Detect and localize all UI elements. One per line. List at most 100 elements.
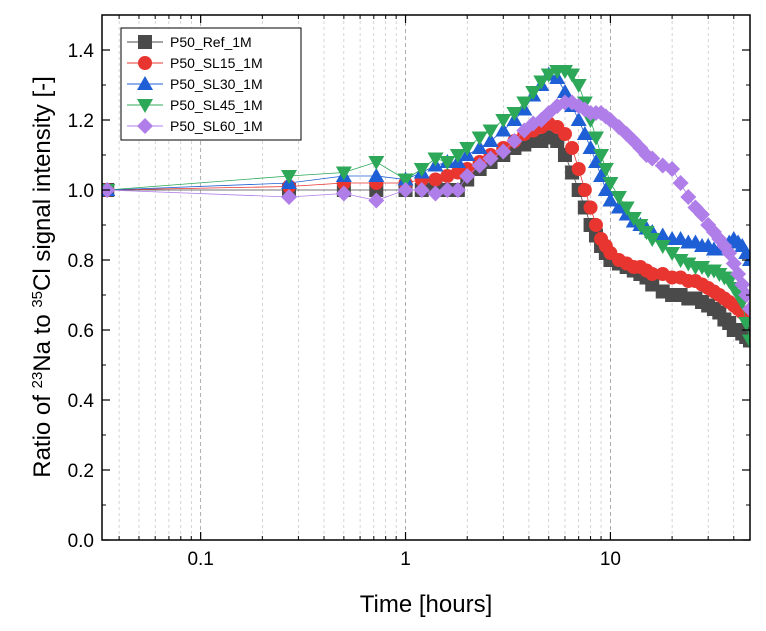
data-point [593,149,610,163]
data-point [597,182,614,196]
data-point [645,267,660,281]
data-point [672,175,689,191]
y-tick-label: 0.6 [68,321,94,342]
x-tick-label: 10 [600,549,621,570]
y-tick-label: 1.2 [68,111,94,132]
data-point [482,133,499,147]
y-tick-label: 0.4 [68,391,95,412]
y-axis-title-sup-2: 35 [29,291,46,308]
data-point [587,131,604,146]
data-point [664,161,681,177]
data-point [439,156,456,170]
data-point [459,142,476,156]
y-axis-title-part-1: Ratio of [29,388,56,477]
data-point [570,112,587,126]
series-P50_SL15_1M [102,116,750,323]
data-point [576,126,593,140]
data-point [397,173,414,188]
data-point [439,182,456,198]
data-point [335,185,352,202]
data-point [564,68,581,83]
data-point [525,86,542,100]
x-tick-label: 1 [400,549,411,570]
series-P50_SL60_1M [102,94,750,317]
data-point [654,227,671,242]
x-axis-title: Time [hours] [360,591,492,618]
y-tick-label: 0.2 [68,461,94,482]
data-point [565,141,580,155]
data-point [506,107,523,121]
data-point [495,122,512,137]
data-point [506,133,523,149]
data-point [654,240,671,254]
data-point [495,143,512,160]
data-point [602,177,619,191]
data-point [742,334,750,349]
x-tick-label: 0.1 [187,549,213,570]
data-point [610,191,627,205]
data-point [738,317,750,331]
data-point [694,206,711,223]
data-point [610,199,627,214]
data-point [482,150,499,167]
data-point [449,182,466,198]
axes: 0.1 1 10 0.0 0.2 0.4 0.6 0.8 1.0 1.2 1.4 [68,14,750,570]
y-tick-label: 1.0 [68,181,94,202]
data-point [602,192,619,207]
data-point [571,162,586,176]
data-point [459,168,476,184]
data-point [495,114,512,128]
data-point [471,140,488,154]
legend-label: P50_SL30_1M [170,76,263,92]
data-point [577,183,592,197]
data-point [397,182,414,198]
data-point [644,233,661,247]
legend-marker [137,99,153,113]
data-point [556,84,573,98]
data-point [644,150,661,167]
data-point [413,182,430,198]
legend-label: P50_SL45_1M [170,97,263,113]
data-point [335,166,352,181]
series-layer [102,65,750,349]
y-axis-title-sup-1: 23 [29,372,46,389]
data-point [540,68,557,83]
data-point [368,168,385,182]
data-point [516,96,533,111]
data-point [742,301,750,317]
series-P50_SL45_1M [102,65,750,349]
legend-item: P50_SL30_1M [127,76,263,92]
data-point [281,170,298,184]
data-point [618,201,635,216]
data-point [664,247,681,261]
y-axis-title-part-2: Na to [29,308,56,372]
data-point [738,245,750,259]
y-axis-title-part-3: Cl signal intensity [-] [29,76,56,291]
data-point [368,156,385,170]
data-point [449,149,466,163]
legend-label: P50_Ref_1M [170,34,252,50]
data-point [471,131,488,146]
legend-label: P50_SL60_1M [170,118,263,134]
legend-marker [137,118,153,134]
data-point [533,75,550,90]
data-point [583,200,598,215]
data-point [557,127,572,141]
legend-marker [138,35,152,49]
data-point [368,192,385,209]
legend-item: P50_SL45_1M [127,97,263,113]
legend-marker [138,56,152,70]
legend-marker [137,76,153,90]
data-point [427,185,444,202]
y-tick-label: 0.0 [68,531,94,552]
data-point [281,189,298,205]
y-tick-label: 1.4 [68,41,95,62]
data-point [742,252,750,266]
data-point [680,189,697,205]
data-point [471,157,488,174]
data-point [428,172,443,187]
legend-item: P50_SL60_1M [127,118,263,134]
y-axis-title: Ratio of 23Na to 35Cl signal intensity [… [29,76,57,478]
y-tick-label: 0.8 [68,251,94,272]
